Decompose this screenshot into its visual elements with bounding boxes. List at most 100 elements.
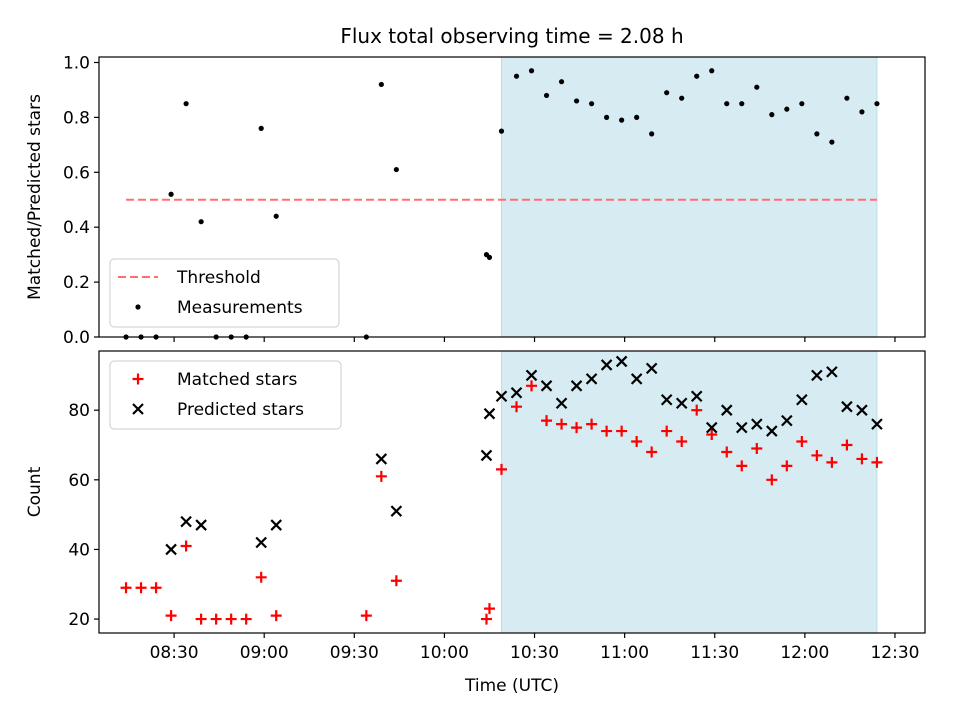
data-point	[709, 68, 715, 74]
data-point	[871, 456, 883, 468]
data-point	[736, 460, 748, 472]
data-point	[664, 90, 670, 96]
data-point	[630, 373, 643, 385]
chart-title: Flux total observing time = 2.08 h	[340, 24, 683, 48]
data-point	[616, 425, 628, 437]
data-point	[844, 95, 850, 101]
data-point	[543, 92, 550, 99]
data-point	[150, 582, 162, 594]
data-point	[796, 393, 808, 406]
data-point	[183, 101, 189, 107]
data-point	[528, 68, 535, 74]
data-point	[645, 362, 658, 375]
data-point	[859, 109, 865, 115]
data-point	[676, 436, 688, 448]
y-tick-label: 0.6	[63, 163, 90, 183]
data-point	[375, 453, 388, 465]
data-point	[526, 380, 538, 392]
data-point	[721, 446, 733, 458]
data-point	[480, 613, 492, 625]
bottom-legend: Matched stars Predicted stars	[109, 360, 342, 430]
data-point	[766, 474, 778, 486]
x-tick-label: 08:30	[150, 643, 199, 663]
x-tick-label: 11:30	[690, 643, 739, 663]
x-tick-label: 11:00	[600, 643, 649, 663]
legend-box	[109, 360, 342, 430]
top-legend: Threshold Measurements	[109, 258, 340, 328]
data-point	[513, 73, 520, 79]
data-point	[255, 536, 267, 549]
legend-marker	[132, 373, 144, 385]
data-point	[661, 425, 673, 437]
top-axes-frame	[98, 56, 926, 338]
data-point	[558, 79, 565, 85]
bottom-axes-frame	[98, 350, 926, 634]
y-tick-label: 0.4	[63, 218, 90, 238]
data-point	[198, 219, 204, 225]
data-point	[766, 425, 778, 437]
data-point	[135, 582, 147, 594]
data-point	[510, 387, 523, 399]
x-tick-label: 10:00	[420, 643, 469, 663]
data-point	[483, 603, 495, 615]
data-point	[811, 369, 823, 382]
top-panel: 0.0 0.2 0.4 0.6 0.8 1.0 Matched/Predicted star…	[25, 53, 926, 348]
data-point	[210, 613, 222, 625]
data-point	[165, 543, 177, 556]
data-point	[856, 404, 868, 416]
bottom-y-axis-label: Count	[25, 466, 45, 517]
data-point	[691, 404, 703, 416]
data-point	[615, 355, 628, 368]
data-point	[556, 418, 568, 430]
data-point	[841, 439, 853, 451]
data-point	[871, 418, 883, 430]
legend-marker	[135, 304, 141, 310]
data-point	[631, 436, 643, 448]
y-tick-label: 40	[68, 540, 90, 560]
data-point	[585, 373, 598, 385]
data-point	[706, 429, 718, 441]
legend-label: Measurements	[177, 298, 303, 318]
data-point	[829, 139, 835, 145]
data-point	[811, 449, 823, 461]
legend-label: Matched stars	[177, 370, 297, 390]
data-point	[679, 95, 685, 101]
x-tick-label: 09:00	[240, 643, 289, 663]
data-point	[600, 359, 613, 371]
data-point	[619, 117, 625, 123]
data-point	[393, 166, 399, 173]
data-point	[390, 505, 403, 517]
data-point	[555, 397, 568, 409]
data-point	[781, 460, 793, 472]
data-point	[601, 425, 613, 437]
data-point	[784, 106, 790, 112]
data-point	[694, 73, 700, 79]
data-point	[588, 101, 595, 107]
y-tick-label: 0.2	[63, 273, 90, 293]
data-point	[841, 400, 853, 413]
x-tick-label: 10:30	[510, 643, 559, 663]
data-point	[360, 610, 372, 622]
data-point	[751, 418, 763, 430]
x-tick-label: 09:30	[330, 643, 379, 663]
data-point	[705, 421, 718, 434]
data-point	[573, 98, 580, 104]
data-point	[874, 101, 880, 107]
data-point	[258, 125, 264, 131]
data-point	[739, 101, 745, 107]
y-tick-label: 1.0	[63, 53, 90, 73]
legend-box	[109, 258, 340, 328]
data-point	[720, 404, 733, 416]
data-point	[255, 571, 267, 583]
data-point	[796, 436, 808, 448]
legend-marker	[132, 403, 144, 415]
data-point	[180, 515, 192, 528]
data-point	[240, 613, 252, 625]
data-point	[570, 380, 583, 392]
y-tick-label: 0.0	[63, 328, 90, 348]
data-point	[375, 470, 387, 482]
y-tick-label: 80	[68, 401, 90, 421]
data-point	[571, 422, 583, 434]
x-tick-label: 12:30	[870, 643, 919, 663]
